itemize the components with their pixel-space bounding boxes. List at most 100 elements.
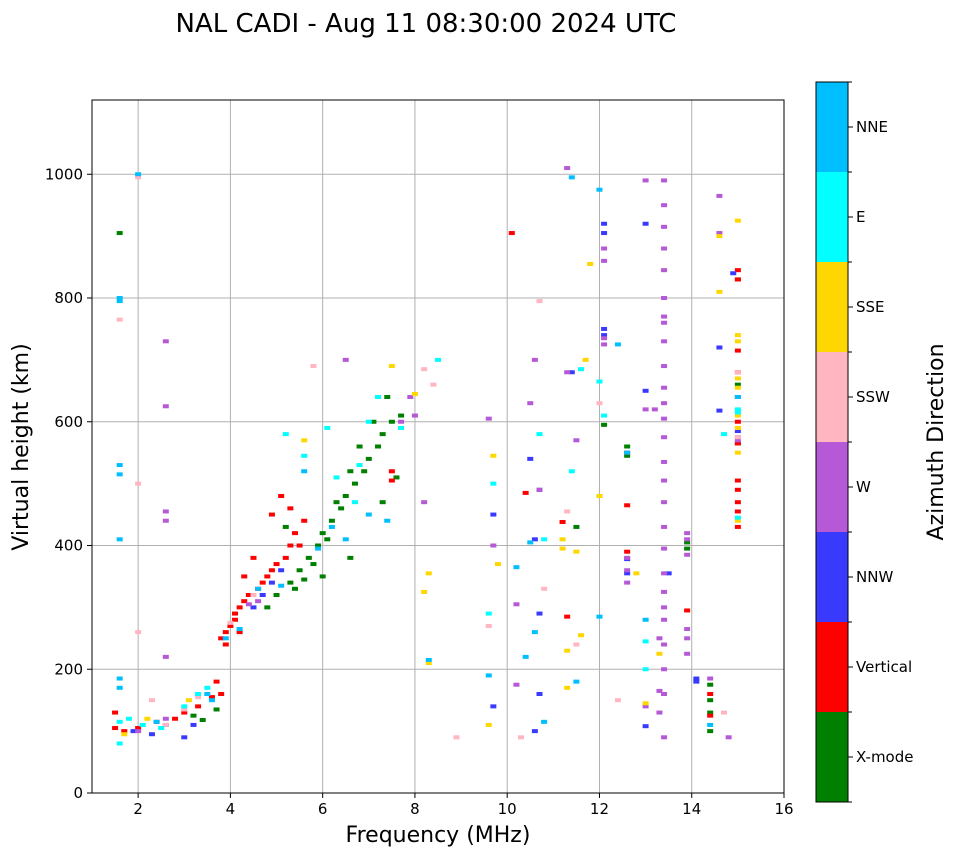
data-point: [162, 518, 169, 523]
data-point: [601, 221, 608, 226]
data-point: [596, 614, 603, 619]
data-point: [564, 509, 571, 514]
data-point: [208, 695, 215, 700]
data-point: [393, 475, 400, 480]
data-point: [661, 692, 668, 696]
data-point: [245, 593, 252, 597]
data-point: [310, 364, 317, 369]
data-point: [624, 555, 631, 560]
data-point: [661, 435, 668, 440]
data-point: [661, 478, 668, 483]
data-point: [734, 268, 741, 273]
data-point: [684, 651, 691, 656]
data-point: [716, 193, 723, 198]
data-point: [684, 540, 691, 545]
data-point: [707, 710, 714, 715]
data-point: [319, 574, 326, 579]
data-point: [661, 416, 668, 421]
data-point: [384, 518, 391, 523]
data-point: [250, 605, 257, 610]
data-point: [536, 299, 543, 304]
data-point: [734, 385, 741, 390]
plot-frame: [91, 99, 785, 794]
data-point: [531, 630, 538, 635]
data-point: [411, 413, 418, 418]
colorbar-tick-label: NNW: [856, 568, 893, 586]
data-point: [684, 552, 691, 557]
data-point: [135, 481, 142, 486]
data-point: [730, 271, 737, 276]
x-axis-label: Frequency (MHz): [346, 823, 531, 848]
data-point: [282, 524, 289, 529]
data-point: [425, 661, 432, 666]
colorbar-segment: [816, 262, 848, 352]
x-tick-label: 6: [318, 800, 328, 818]
data-point: [707, 692, 714, 696]
data-point: [513, 602, 520, 607]
data-point: [661, 571, 668, 576]
data-point: [642, 221, 649, 226]
data-point: [661, 224, 668, 229]
data-point: [490, 512, 497, 517]
data-point: [370, 419, 377, 424]
x-axis-ticks: 2 4 6 8 10 12 14 16: [133, 793, 794, 818]
data-point: [347, 555, 354, 560]
data-point: [291, 586, 298, 591]
data-point: [375, 395, 382, 399]
data-point: [162, 404, 169, 409]
colorbar-tick-label: SSW: [856, 388, 890, 406]
data-point: [190, 713, 197, 718]
data-point: [734, 395, 741, 399]
data-point: [684, 627, 691, 632]
data-point: [121, 729, 128, 734]
data-point: [642, 178, 649, 183]
data-point: [181, 707, 188, 712]
series-nne: [116, 172, 741, 727]
data-point: [199, 717, 206, 722]
data-point: [661, 617, 668, 622]
data-point: [453, 735, 460, 740]
data-point: [435, 357, 441, 362]
data-point: [522, 490, 529, 495]
data-point: [162, 339, 169, 344]
data-point: [716, 289, 723, 294]
data-point: [624, 453, 631, 458]
data-point: [112, 726, 119, 731]
data-point: [573, 642, 580, 647]
data-point: [222, 630, 229, 635]
data-point: [375, 444, 382, 449]
data-point: [568, 175, 575, 180]
data-point: [490, 481, 497, 486]
data-point: [342, 357, 349, 362]
data-point: [264, 574, 271, 579]
colorbar-tick-label: W: [856, 478, 871, 496]
data-point: [541, 719, 548, 724]
colorbar-tick-label: Vertical: [856, 658, 912, 676]
colorbar-tick-label: SSE: [856, 298, 885, 316]
data-point: [661, 500, 668, 505]
x-tick-label: 16: [774, 800, 793, 818]
data-point: [222, 642, 229, 647]
data-point: [282, 432, 289, 437]
data-point: [734, 487, 741, 492]
data-point: [241, 599, 248, 604]
data-point: [162, 509, 169, 514]
data-point: [656, 651, 663, 656]
data-point: [527, 540, 534, 545]
data-point: [388, 364, 395, 369]
y-tick-label: 0: [73, 784, 83, 802]
data-point: [531, 729, 538, 734]
data-point: [287, 580, 294, 585]
data-point: [661, 364, 668, 369]
colorbar-segment: [816, 622, 848, 712]
data-point: [490, 704, 497, 709]
data-point: [425, 571, 432, 576]
data-point: [559, 546, 566, 551]
data-point: [135, 729, 142, 734]
data-point: [301, 518, 308, 523]
series-x-mode: [116, 231, 741, 734]
data-point: [734, 419, 741, 424]
data-point: [398, 413, 405, 418]
data-point: [296, 568, 303, 573]
